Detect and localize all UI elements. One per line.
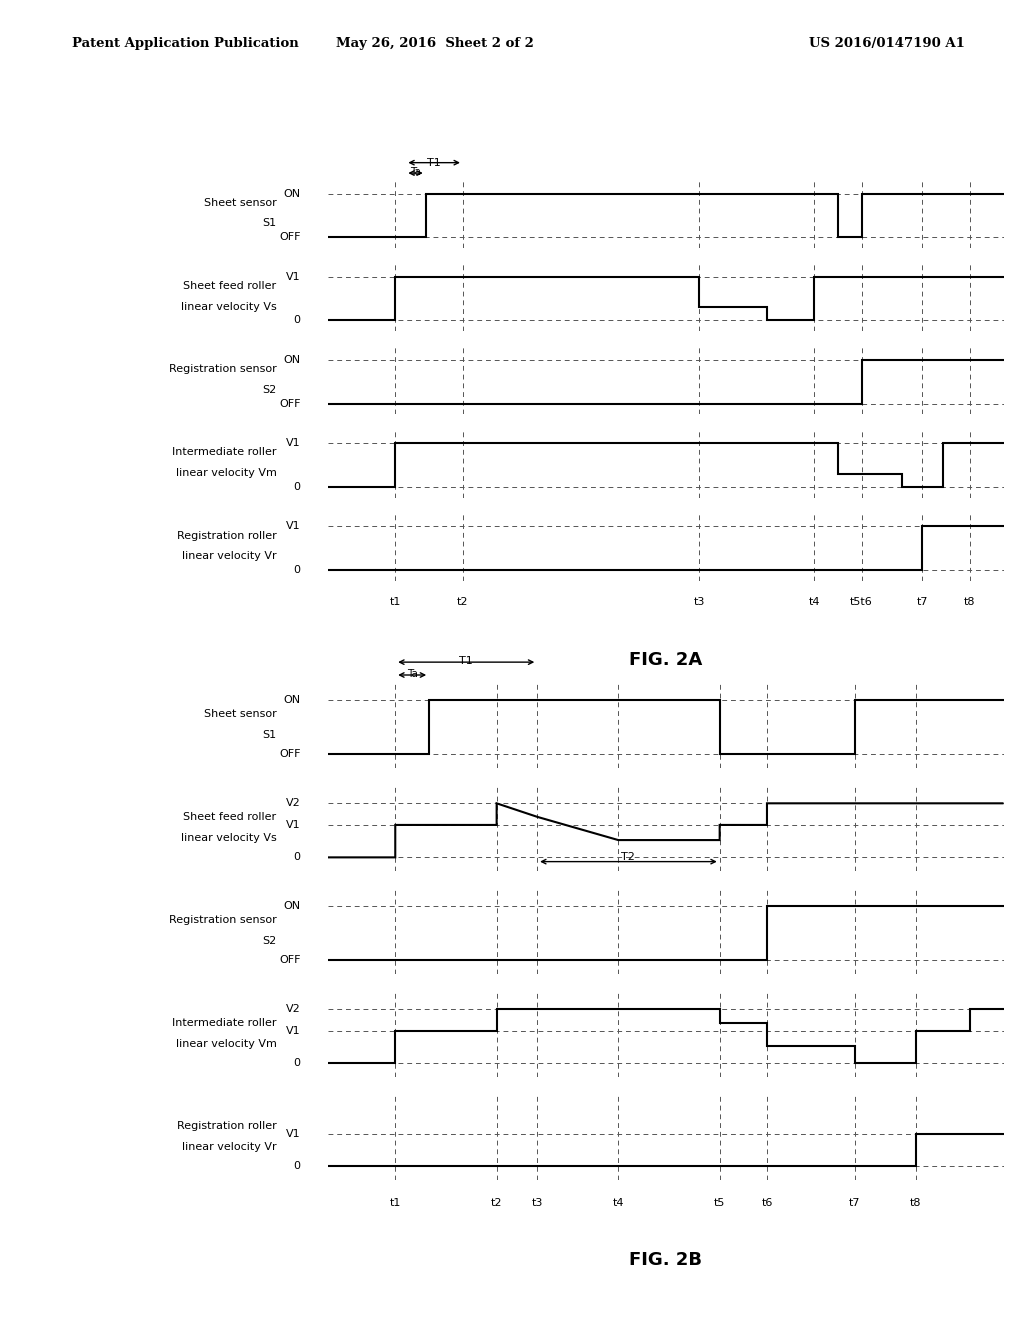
Text: S2: S2 [262, 385, 276, 395]
Text: t3: t3 [693, 597, 706, 607]
Text: t3: t3 [531, 1197, 543, 1208]
Text: 0: 0 [294, 853, 301, 862]
Text: t7: t7 [849, 1197, 860, 1208]
Text: May 26, 2016  Sheet 2 of 2: May 26, 2016 Sheet 2 of 2 [336, 37, 535, 50]
Text: ON: ON [284, 189, 301, 198]
Text: Sheet sensor: Sheet sensor [204, 709, 276, 719]
Text: linear velocity Vs: linear velocity Vs [180, 833, 276, 843]
Text: linear velocity Vm: linear velocity Vm [175, 1039, 276, 1049]
Text: t2: t2 [490, 1197, 503, 1208]
Text: FIG. 2B: FIG. 2B [629, 1251, 702, 1270]
Text: V2: V2 [286, 799, 301, 808]
Text: Intermediate roller: Intermediate roller [172, 1018, 276, 1028]
Text: Registration sensor: Registration sensor [169, 915, 276, 925]
Text: t5t6: t5t6 [850, 597, 873, 607]
Text: Patent Application Publication: Patent Application Publication [72, 37, 298, 50]
Text: ON: ON [284, 355, 301, 364]
Text: S1: S1 [262, 218, 276, 228]
Text: 0: 0 [294, 1059, 301, 1068]
Text: t8: t8 [964, 597, 976, 607]
Text: t1: t1 [389, 1197, 401, 1208]
Text: OFF: OFF [280, 750, 301, 759]
Text: t4: t4 [612, 1197, 624, 1208]
Text: FIG. 2A: FIG. 2A [629, 651, 702, 669]
Text: t7: t7 [916, 597, 928, 607]
Text: US 2016/0147190 A1: US 2016/0147190 A1 [809, 37, 965, 50]
Text: t2: t2 [457, 597, 469, 607]
Text: T2: T2 [622, 851, 635, 862]
Text: t6: t6 [761, 1197, 773, 1208]
Text: ON: ON [284, 902, 301, 911]
Text: V1: V1 [286, 1129, 301, 1139]
Text: linear velocity Vr: linear velocity Vr [182, 552, 276, 561]
Text: Registration roller: Registration roller [177, 1121, 276, 1131]
Text: V1: V1 [286, 272, 301, 281]
Text: linear velocity Vr: linear velocity Vr [182, 1142, 276, 1152]
Text: linear velocity Vs: linear velocity Vs [180, 302, 276, 312]
Text: V2: V2 [286, 1005, 301, 1014]
Text: OFF: OFF [280, 399, 301, 408]
Text: OFF: OFF [280, 956, 301, 965]
Text: T1: T1 [460, 656, 473, 667]
Text: Sheet feed roller: Sheet feed roller [183, 812, 276, 822]
Text: Ta: Ta [407, 669, 418, 680]
Text: ON: ON [284, 696, 301, 705]
Text: t1: t1 [389, 597, 401, 607]
Text: 0: 0 [294, 315, 301, 325]
Text: Ta: Ta [410, 166, 421, 177]
Text: Sheet sensor: Sheet sensor [204, 198, 276, 207]
Text: 0: 0 [294, 482, 301, 491]
Text: V1: V1 [286, 438, 301, 447]
Text: V1: V1 [286, 1026, 301, 1036]
Text: t4: t4 [809, 597, 820, 607]
Text: 0: 0 [294, 565, 301, 574]
Text: V1: V1 [286, 521, 301, 531]
Text: 0: 0 [294, 1162, 301, 1171]
Text: Sheet feed roller: Sheet feed roller [183, 281, 276, 290]
Text: S2: S2 [262, 936, 276, 946]
Text: Registration sensor: Registration sensor [169, 364, 276, 375]
Text: linear velocity Vm: linear velocity Vm [175, 467, 276, 478]
Text: Registration roller: Registration roller [177, 531, 276, 541]
Text: S1: S1 [262, 730, 276, 741]
Text: V1: V1 [286, 820, 301, 830]
Text: OFF: OFF [280, 232, 301, 242]
Text: t5: t5 [714, 1197, 725, 1208]
Text: t8: t8 [910, 1197, 922, 1208]
Text: T1: T1 [427, 158, 441, 168]
Text: Intermediate roller: Intermediate roller [172, 447, 276, 457]
